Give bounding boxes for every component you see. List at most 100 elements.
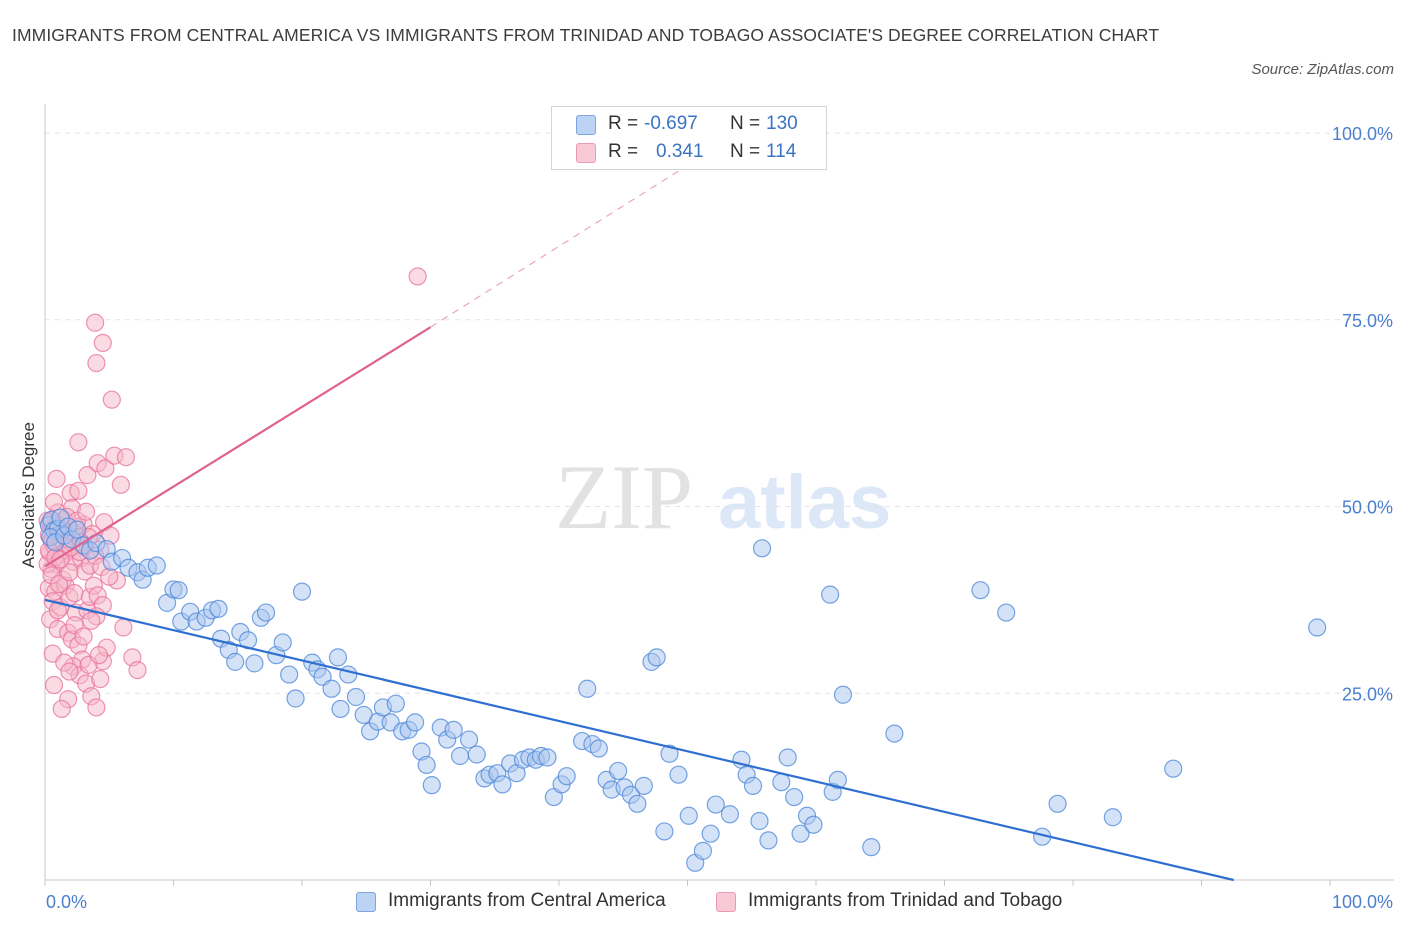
tick-labels: 25.0% 50.0% 75.0% 100.0% 0.0% 100.0% <box>46 124 1393 912</box>
data-point <box>778 748 797 767</box>
data-point <box>86 313 105 332</box>
bottom-legend-swatch-trinidad <box>716 892 736 912</box>
legend-n-value: 114 <box>766 141 797 162</box>
data-point <box>444 720 463 739</box>
bottom-legend-central-america: Immigrants from Central America <box>356 890 696 914</box>
data-point <box>772 773 791 792</box>
data-point <box>706 795 725 814</box>
data-point <box>331 699 350 719</box>
x-tick-label: 100.0% <box>1332 892 1393 912</box>
data-point <box>628 794 647 813</box>
source-note: Source: ZipAtlas.com <box>1251 61 1394 78</box>
data-point <box>701 824 720 843</box>
trend-line-trinidad <box>44 326 432 568</box>
bottom-legend-trinidad: Immigrants from Trinidad and Tobago <box>716 890 1096 914</box>
legend-row-trinidad: R = 0.341 N = 114 <box>576 141 816 163</box>
data-point <box>405 713 425 732</box>
data-point <box>450 746 470 766</box>
data-point <box>65 584 84 603</box>
data-point <box>147 556 166 575</box>
legend-r-value: -0.697 <box>644 113 698 134</box>
data-point <box>589 739 608 758</box>
series-central-america-points <box>39 508 1327 872</box>
data-point <box>785 787 804 807</box>
data-point <box>44 492 64 512</box>
data-point <box>339 665 358 684</box>
data-point <box>1103 808 1122 827</box>
bottom-legend-label-trinidad: Immigrants from Trinidad and Tobago <box>748 890 1063 911</box>
data-point <box>997 603 1016 622</box>
data-point <box>655 822 674 841</box>
legend-r-label: R = <box>608 141 639 162</box>
data-point <box>578 679 597 698</box>
data-point <box>408 267 427 286</box>
data-point <box>885 724 904 743</box>
y-tick-label: 75.0% <box>1342 311 1393 331</box>
data-point <box>679 806 698 825</box>
data-point <box>493 775 512 794</box>
data-point <box>417 755 436 775</box>
data-point <box>821 585 840 604</box>
data-point <box>69 433 88 452</box>
legend-r-label: R = <box>608 113 639 134</box>
correlation-legend: R = -0.697 N = 130 R = 0.341 N = 114 <box>551 106 827 170</box>
data-point <box>1164 759 1183 778</box>
bottom-legend-label-central-america: Immigrants from Central America <box>388 890 666 911</box>
data-point <box>100 567 119 586</box>
legend-r-value: 0.341 <box>656 141 704 162</box>
data-point <box>386 694 405 713</box>
x-tick-label: 0.0% <box>46 892 87 912</box>
data-point <box>47 469 66 488</box>
data-point <box>111 475 130 494</box>
data-point <box>720 805 740 824</box>
data-point <box>759 831 778 850</box>
data-point <box>93 333 112 353</box>
data-point <box>52 699 71 719</box>
data-point <box>87 698 106 717</box>
data-point <box>256 603 276 622</box>
data-point <box>459 730 479 749</box>
data-point <box>50 575 69 594</box>
data-point <box>78 466 97 485</box>
data-point <box>169 581 188 600</box>
data-point <box>226 652 245 671</box>
data-point <box>114 618 133 637</box>
data-point <box>322 679 341 698</box>
data-point <box>44 675 64 695</box>
data-point <box>77 502 96 521</box>
data-point <box>292 582 312 601</box>
data-point <box>557 767 576 786</box>
data-point <box>91 669 110 689</box>
data-point <box>634 776 653 795</box>
data-point <box>69 481 88 500</box>
data-point <box>102 390 121 409</box>
y-tick-label: 50.0% <box>1342 498 1393 518</box>
data-point <box>791 824 810 843</box>
data-point <box>1308 618 1327 637</box>
data-point <box>647 648 666 667</box>
data-point <box>752 539 772 558</box>
chart-title: IMMIGRANTS FROM CENTRAL AMERICA VS IMMIG… <box>12 25 1160 45</box>
legend-swatch-central-america <box>576 115 596 135</box>
data-point <box>128 660 147 680</box>
data-point <box>862 838 881 857</box>
data-point <box>280 665 299 684</box>
data-point <box>804 815 823 834</box>
data-point <box>693 841 713 860</box>
legend-swatch-trinidad <box>576 143 596 163</box>
data-point <box>538 748 557 767</box>
data-point <box>245 654 264 673</box>
data-point <box>660 744 679 763</box>
data-point <box>87 353 106 373</box>
data-point <box>74 627 93 646</box>
data-point <box>1048 794 1067 813</box>
y-tick-label: 100.0% <box>1332 124 1393 144</box>
legend-n-label: N = <box>730 141 761 162</box>
legend-n-value: 130 <box>766 113 798 134</box>
data-point <box>60 662 79 681</box>
data-point <box>467 745 486 764</box>
data-point <box>286 689 305 708</box>
trend-line-central-america <box>44 598 1234 882</box>
legend-n-label: N = <box>730 113 761 134</box>
